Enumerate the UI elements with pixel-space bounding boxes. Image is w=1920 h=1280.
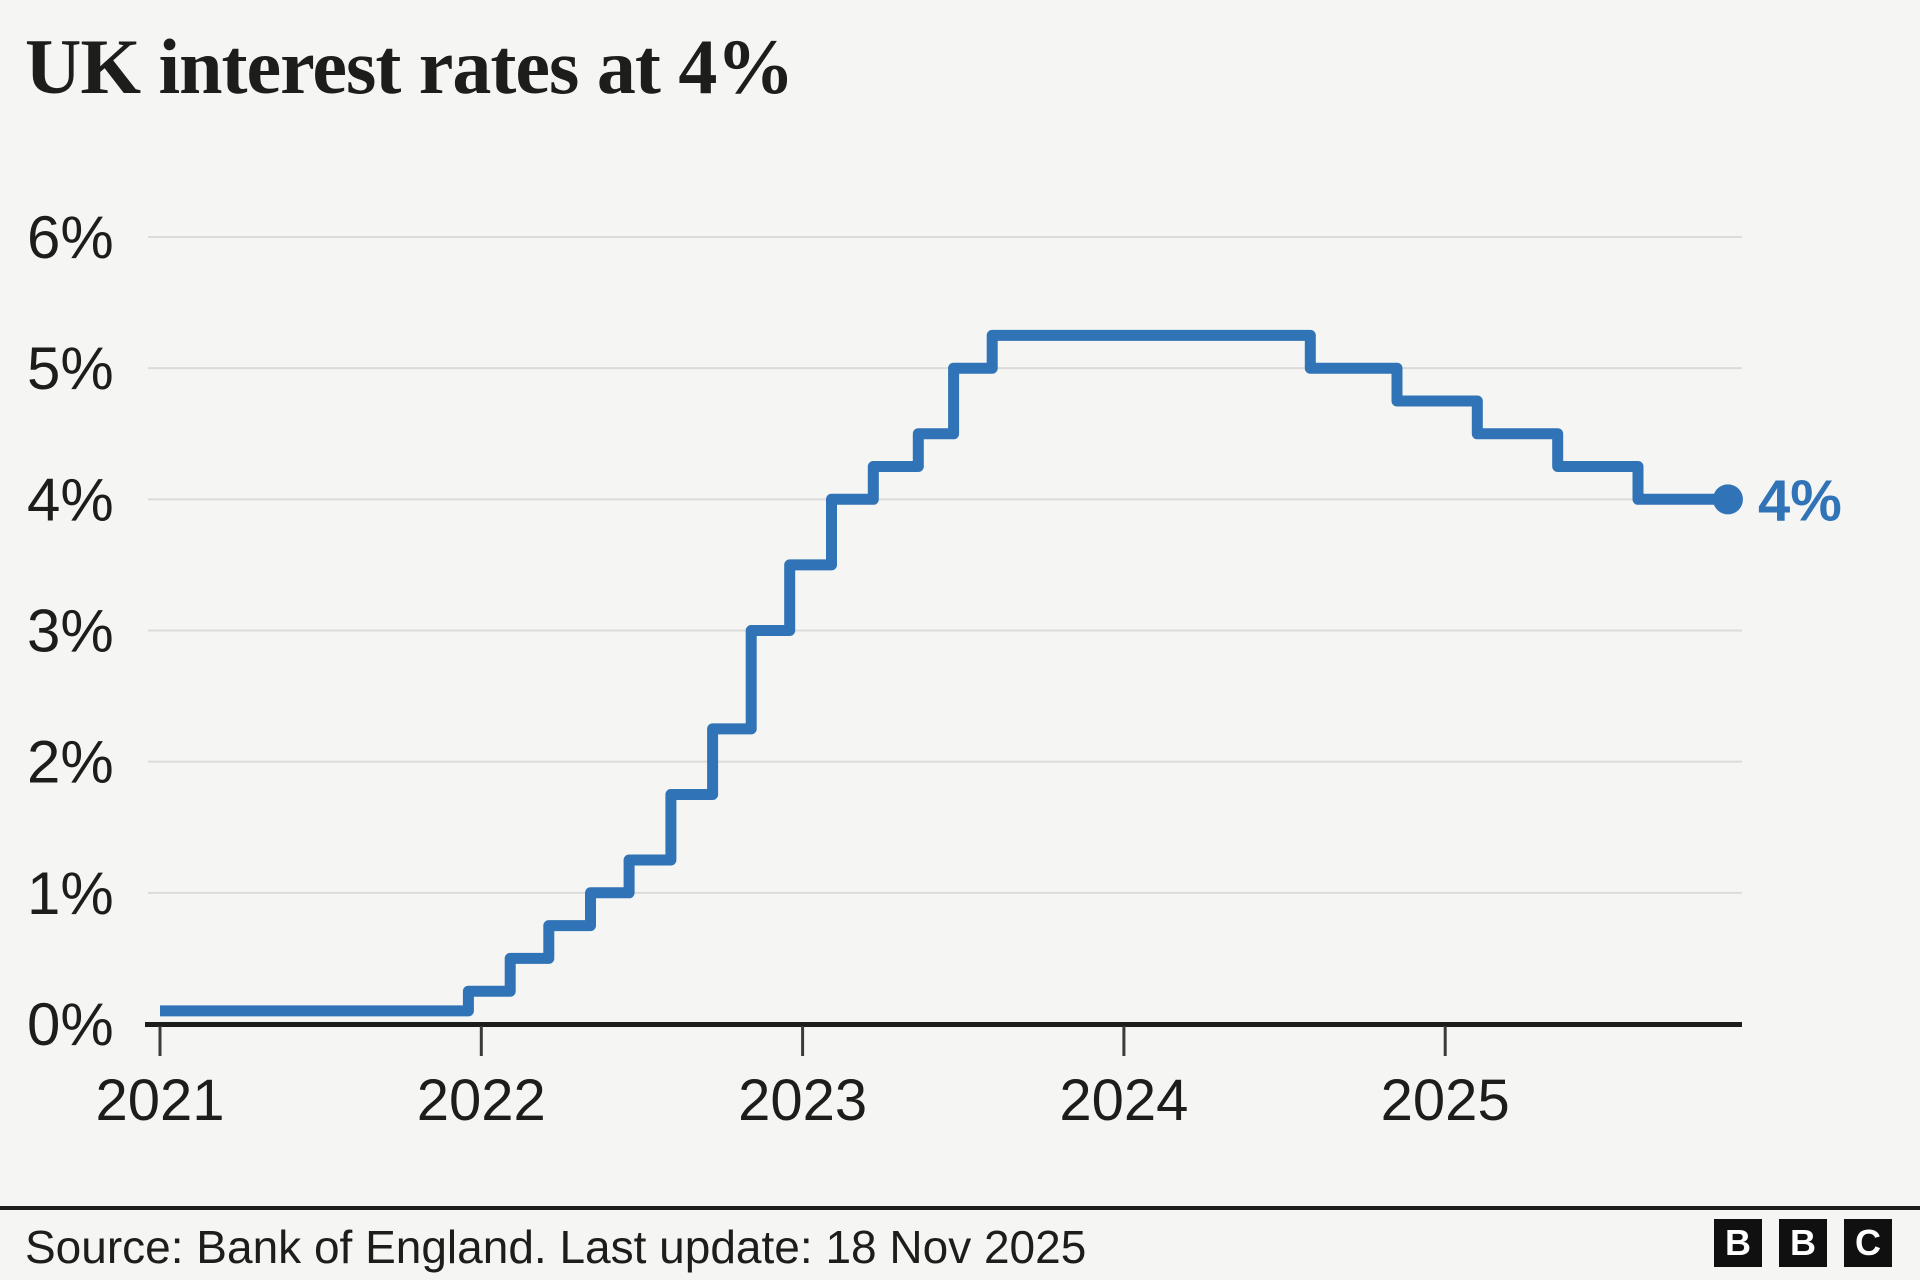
x-axis-tick [158,1026,162,1056]
y-tick-label: 5% [27,335,114,402]
x-axis-tick [479,1026,483,1056]
x-axis-line [145,1022,1742,1027]
x-axis [145,1022,1742,1056]
x-axis-tick [1443,1026,1447,1056]
x-axis-tick [801,1026,805,1056]
y-tick-label: 3% [27,598,114,665]
y-tick-label: 0% [27,991,114,1058]
bbc-logo-block-b1: B [1714,1219,1762,1267]
footer-divider [0,1206,1920,1210]
y-tick-label: 2% [27,729,114,796]
source-caption: Source: Bank of England. Last update: 18… [25,1221,1087,1273]
x-tick-label: 2021 [95,1068,224,1133]
gridlines [148,236,1742,894]
x-axis-labels: 2021 2022 2023 2024 2025 [95,1068,1509,1133]
x-tick-label: 2025 [1381,1068,1510,1133]
bbc-logo: B B C [1714,1219,1892,1267]
y-axis-labels: 0% 1% 2% 3% 4% 5% 6% [27,204,114,1058]
x-tick-label: 2022 [417,1068,546,1133]
bbc-logo-block-c: C [1844,1219,1892,1267]
y-tick-label: 1% [27,860,114,927]
latest-value-label: 4% [1758,468,1842,533]
rate-step-line [160,329,1728,1017]
y-tick-label: 6% [27,204,114,271]
y-tick-label: 4% [27,466,114,533]
x-tick-label: 2024 [1059,1068,1188,1133]
x-tick-label: 2023 [738,1068,867,1133]
latest-value-dot [1712,484,1743,515]
x-axis-tick [1122,1026,1126,1056]
bbc-logo-block-b2: B [1779,1219,1827,1267]
chart-title: UK interest rates at 4% [25,23,794,110]
